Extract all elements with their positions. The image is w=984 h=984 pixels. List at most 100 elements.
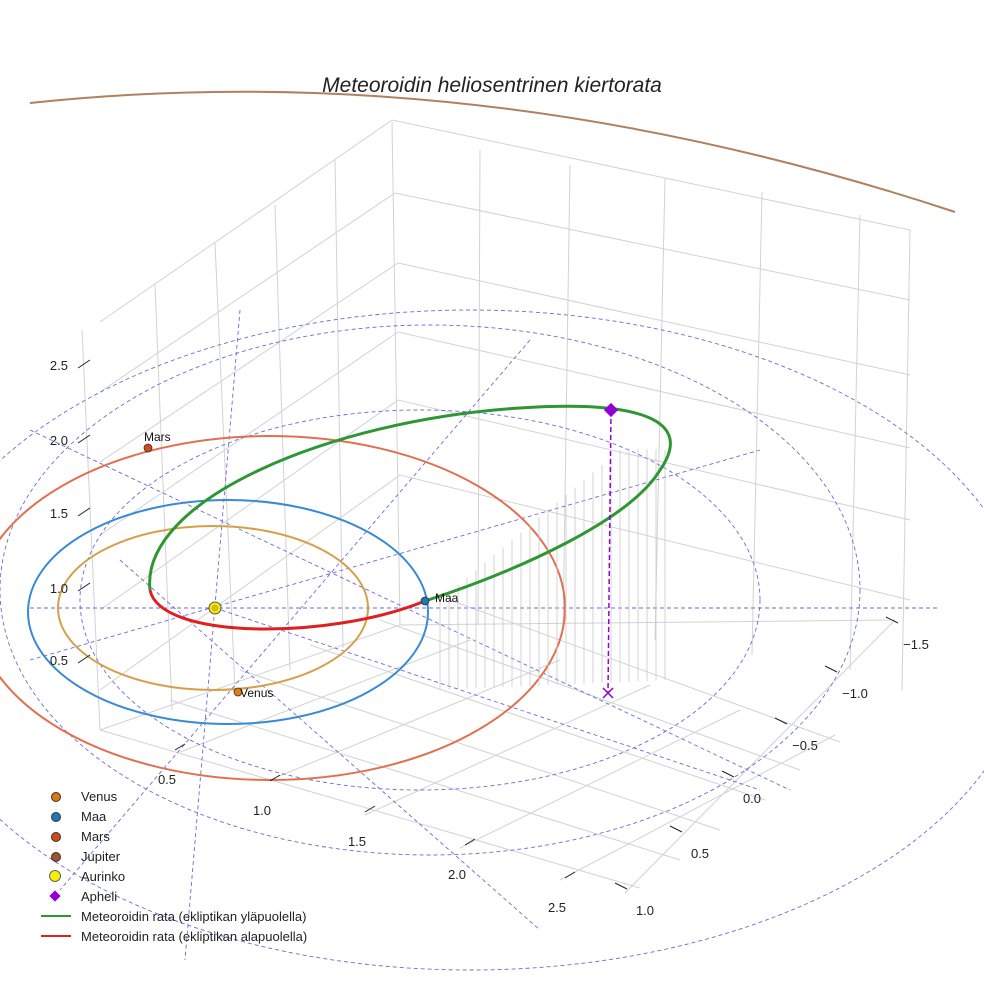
- legend-label: Mars: [81, 828, 110, 844]
- grid-line: [179, 639, 471, 753]
- y-tick-mark: [669, 825, 683, 833]
- line-symbol-icon: [40, 906, 72, 926]
- earth-marker: [420, 596, 430, 606]
- ecliptic-ring: [79, 409, 761, 791]
- grid-layer: [81, 119, 911, 894]
- grid-line: [214, 242, 236, 691]
- chart-title: Meteoroidin heliosentrinen kiertorata: [322, 74, 662, 97]
- x-tick-label: 1.5: [348, 834, 366, 849]
- z-tick-label: 0.5: [50, 653, 68, 668]
- grid-line: [459, 709, 741, 849]
- legend-item: Meteoroidin rata (ekliptikan alapuolella…: [40, 926, 307, 946]
- sun-core: [211, 604, 219, 612]
- tick-layer: 0.5 1.0 1.5 2.0 2.5 0.5 1.0 1.5 2.0 2.5 −1.5 −1.0 −0…: [50, 358, 929, 918]
- x-tick-mark: [174, 743, 186, 751]
- y-tick-label: −0.5: [792, 738, 818, 753]
- legend-item: Venus: [40, 786, 307, 806]
- y-tick-mark: [721, 770, 735, 778]
- meteoroid-orbit-below: [148, 589, 426, 631]
- diamond-symbol-icon: [40, 886, 72, 906]
- x-tick-label: 1.0: [253, 803, 271, 818]
- grid-line: [334, 159, 344, 649]
- y-tick-mark: [614, 882, 628, 890]
- z-tick-mark: [77, 507, 91, 517]
- y-tick-label: 0.0: [743, 791, 761, 806]
- grid-line: [99, 474, 911, 691]
- grid-line: [99, 399, 911, 611]
- grid-line: [99, 331, 911, 536]
- grid-line: [477, 149, 481, 626]
- legend-item: Apheli: [40, 886, 307, 906]
- legend: Venus Maa Mars Jupiter Aurinko Apheli Meteoroi…: [40, 786, 307, 946]
- ecliptic-spoke: [184, 309, 241, 961]
- grid-line: [239, 669, 721, 831]
- mars-label: Mars: [144, 430, 171, 444]
- grid-line: [849, 214, 861, 671]
- x-tick-label: 0.5: [158, 772, 176, 787]
- x-tick-mark: [464, 838, 476, 846]
- z-tick-label: 2.5: [50, 358, 68, 373]
- grid-line: [391, 121, 401, 626]
- ecliptic-spoke: [59, 339, 531, 891]
- legend-label: Jupiter: [81, 848, 121, 864]
- grid-line: [99, 624, 401, 731]
- grid-line: [399, 619, 896, 626]
- grid-line: [99, 262, 911, 463]
- z-tick-mark: [77, 359, 91, 369]
- x-tick-label: 2.5: [548, 900, 566, 915]
- legend-item: Aurinko: [40, 866, 307, 886]
- z-tick-mark: [77, 654, 91, 664]
- z-tick-label: 1.5: [50, 506, 68, 521]
- z-tick-mark: [77, 582, 91, 592]
- grid-line: [99, 119, 911, 323]
- grid-line: [901, 229, 911, 691]
- y-tick-mark: [824, 665, 838, 673]
- x-tick-mark: [564, 871, 576, 879]
- ecliptic-spoke: [214, 607, 761, 791]
- y-tick-label: −1.0: [842, 686, 868, 701]
- legend-item: Maa: [40, 806, 307, 826]
- mars-orbit: [0, 435, 566, 781]
- grid-line: [751, 191, 763, 656]
- aphelion-marker: [603, 402, 619, 418]
- drop-lines: [439, 448, 666, 690]
- y-tick-label: −1.5: [903, 637, 929, 652]
- venus-marker: [233, 687, 243, 697]
- y-tick-label: 1.0: [636, 903, 654, 918]
- aphelion-drop-line: [607, 410, 612, 693]
- ecliptic-ring: [0, 324, 861, 856]
- y-tick-label: 0.5: [691, 846, 709, 861]
- grid-line: [154, 284, 173, 711]
- y-tick-mark: [885, 616, 899, 624]
- earth-label: Maa: [435, 591, 459, 605]
- legend-label: Meteoroidin rata (ekliptikan yläpuolella…: [81, 908, 307, 924]
- x-tick-mark: [364, 805, 376, 813]
- legend-label: Meteoroidin rata (ekliptikan alapuolella…: [81, 928, 308, 944]
- grid-line: [562, 164, 571, 631]
- legend-item: Meteoroidin rata (ekliptikan yläpuolella…: [40, 906, 307, 926]
- grid-line: [309, 644, 766, 801]
- venus-orbit: [57, 525, 369, 691]
- grid-line: [364, 684, 651, 816]
- legend-label: Venus: [81, 788, 118, 804]
- mars-marker: [143, 443, 153, 453]
- line-symbol-icon: [40, 926, 72, 946]
- grid-line: [654, 177, 666, 641]
- ecliptic-spoke: [29, 429, 791, 791]
- grid-line: [624, 619, 896, 894]
- z-tick-label: 2.0: [50, 433, 68, 448]
- earth-orbit: [27, 499, 429, 725]
- grid-line: [99, 192, 911, 393]
- jupiter-orbit: [29, 90, 956, 213]
- legend-item: Jupiter: [40, 846, 307, 866]
- grid-line: [274, 204, 291, 671]
- meteoroid-orbit-above: [148, 404, 672, 603]
- sun-symbol-icon: [40, 866, 72, 886]
- marker-layer: Maa Mars Venus: [143, 402, 619, 700]
- x-tick-label: 2.0: [448, 867, 466, 882]
- x-tick-mark: [269, 774, 281, 782]
- dot-symbol-icon: [40, 826, 72, 846]
- legend-label: Apheli: [81, 888, 118, 904]
- legend-label: Maa: [81, 808, 107, 824]
